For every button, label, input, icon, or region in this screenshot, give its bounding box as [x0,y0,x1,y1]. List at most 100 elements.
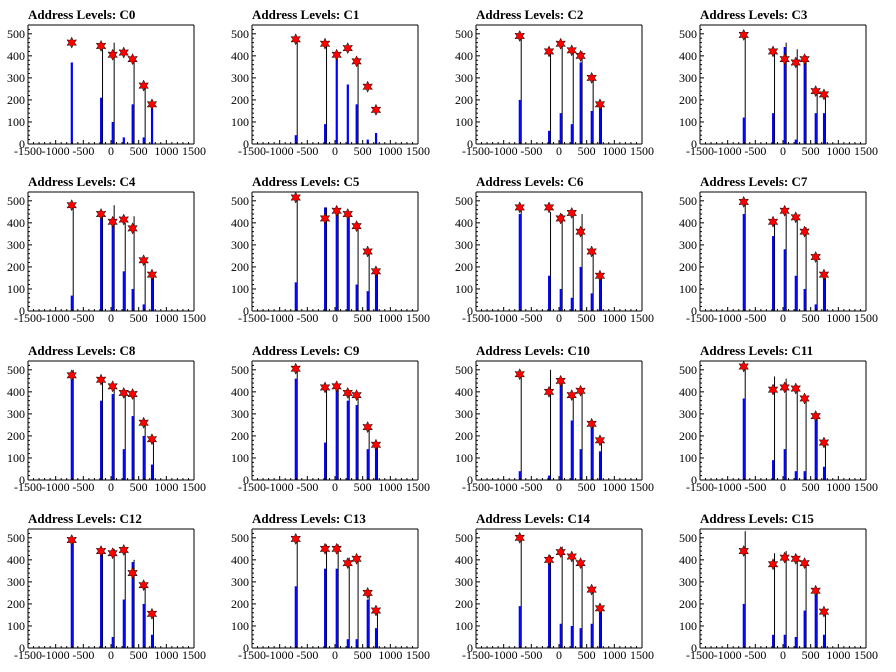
bar [559,113,562,144]
bar [803,610,806,648]
bar [122,599,125,648]
x-tick-label: -1500 [238,144,266,158]
peak-marker [370,265,382,278]
peak-marker [351,552,362,565]
y-tick-label: 0 [19,641,25,655]
y-tick-label: 200 [231,260,249,274]
bar [598,610,602,648]
x-tick-label: 500 [130,648,148,662]
bar [294,586,297,648]
peak-marker [370,103,382,116]
peak-marker [738,360,750,373]
x-tick-label: 1500 [630,144,654,158]
peak-marker [790,382,802,395]
y-tick-label: 200 [231,597,249,611]
x-tick-label: -1500 [686,480,714,494]
y-tick-label: 400 [455,553,473,567]
peak-marker [370,604,382,617]
peak-marker [351,55,362,68]
y-tick-label: 500 [455,363,473,377]
x-tick-label: -1000 [714,311,742,325]
y-tick-label: 100 [679,282,697,296]
bar [794,275,797,311]
x-tick-label: 1000 [602,311,626,325]
x-tick-label: -500 [520,311,542,325]
y-tick-label: 200 [231,429,249,443]
bar [783,634,786,648]
bar [742,214,745,311]
y-tick-label: 400 [455,49,473,63]
peak-marker [767,558,779,571]
peak-marker [543,385,555,398]
y-tick-label: 100 [679,451,697,465]
peak-marker [779,381,790,394]
bar [548,475,551,480]
bar [548,130,551,144]
x-tick-label: -1500 [14,144,42,158]
x-tick-label: -1500 [14,480,42,494]
y-tick-label: 400 [679,216,697,230]
peak-marker [790,211,802,224]
bar [294,378,297,480]
peak-marker [342,557,354,570]
x-tick-label: -1000 [266,144,294,158]
bar [794,471,797,480]
bar [822,273,826,311]
peak-marker [351,220,362,233]
peak-marker [362,245,373,258]
y-tick-label: 500 [679,531,697,545]
peak-marker [810,584,821,597]
peak-marker [818,436,830,449]
x-tick-label: 0 [332,144,338,158]
peak-marker [575,225,586,238]
y-tick-label: 0 [467,473,473,487]
peak-marker [342,42,354,55]
y-tick-label: 500 [679,194,697,208]
bar [822,466,826,480]
x-tick-label: -1000 [42,144,70,158]
x-tick-label: 1000 [378,144,402,158]
bar [590,293,593,311]
bar [794,139,797,144]
bar [518,606,521,648]
x-tick-label: 0 [780,480,786,494]
x-tick-label: -500 [72,311,94,325]
peak-marker [767,383,779,396]
bar [366,139,369,144]
bar [150,634,154,648]
peak-marker [319,381,331,394]
y-tick-label: 300 [7,407,25,421]
peak-marker [767,215,779,228]
bar [374,271,378,311]
chart-panel: Address Levels: C4-1500 -1000 -500 0 500 1000… [7,174,206,325]
y-tick-label: 100 [455,282,473,296]
x-tick-label: -500 [520,144,542,158]
y-tick-label: 400 [231,49,249,63]
y-tick-label: 300 [455,71,473,85]
peak-marker [118,386,130,400]
x-tick-label: 500 [578,311,596,325]
bar [803,288,806,311]
y-tick-label: 500 [231,531,249,545]
y-tick-label: 200 [679,597,697,611]
chart-panel: Address Levels: C11 -1500 -1000 -500 0 500 100… [679,343,878,494]
peak-marker [779,551,790,564]
y-tick-label: 100 [7,619,25,633]
y-tick-label: 0 [467,304,473,318]
bar [570,420,573,480]
y-tick-label: 400 [455,385,473,399]
y-tick-label: 200 [455,93,473,107]
peak-marker [290,362,302,375]
peak-marker [146,607,158,620]
x-tick-label: 1500 [630,648,654,662]
bar [355,639,358,648]
y-tick-label: 100 [231,115,249,129]
bar [570,297,573,311]
x-tick-label: -1000 [714,648,742,662]
y-tick-label: 400 [231,385,249,399]
peak-marker [594,269,606,282]
chart-panel: Address Levels: C9-1500 -1000 -500 0 500 1000… [231,343,430,494]
peak-marker [514,201,526,214]
chart-title: Address Levels: C13 [252,511,366,526]
